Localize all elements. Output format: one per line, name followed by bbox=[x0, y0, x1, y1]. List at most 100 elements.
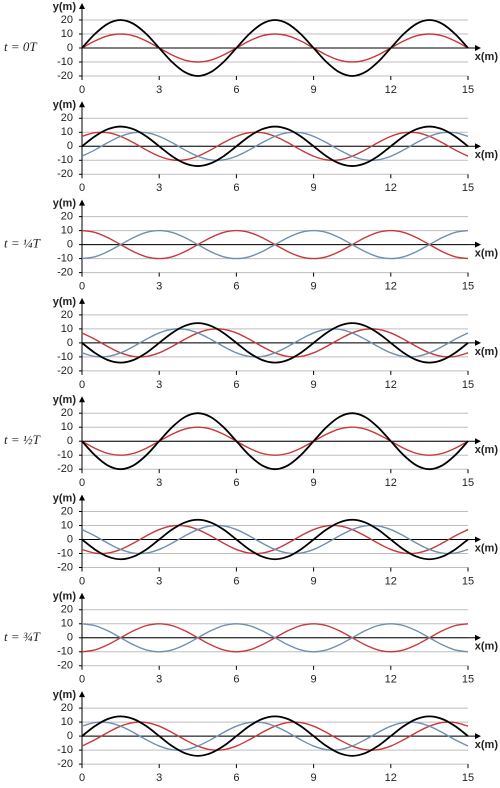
y-tick-label: 10 bbox=[61, 28, 73, 40]
x-tick-label: 0 bbox=[79, 772, 85, 784]
y-tick-label: 0 bbox=[67, 337, 73, 349]
y-axis-arrow bbox=[79, 691, 85, 698]
x-tick-label: 12 bbox=[385, 84, 397, 96]
x-tick-label: 12 bbox=[385, 281, 397, 293]
x-axis-title: x(m) bbox=[475, 346, 499, 358]
x-tick-label: 9 bbox=[311, 379, 317, 391]
y-axis-arrow bbox=[79, 199, 85, 206]
x-tick-label: 0 bbox=[79, 281, 85, 293]
y-tick-label: 10 bbox=[61, 225, 73, 237]
y-axis-title: y(m) bbox=[53, 99, 77, 111]
y-tick-label: -10 bbox=[57, 351, 73, 363]
x-axis-arrow bbox=[475, 45, 481, 51]
y-tick-label: 10 bbox=[61, 519, 73, 531]
x-tick-label: 6 bbox=[233, 575, 239, 587]
y-axis-arrow bbox=[79, 494, 85, 501]
y-tick-label: -10 bbox=[57, 154, 73, 166]
x-tick-label: 9 bbox=[311, 477, 317, 489]
x-tick-label: 9 bbox=[311, 575, 317, 587]
x-tick-label: 15 bbox=[462, 281, 474, 293]
wave-line bbox=[81, 322, 469, 364]
y-tick-label: 20 bbox=[61, 112, 73, 124]
x-tick-label: 3 bbox=[156, 379, 162, 391]
y-tick-label: 0 bbox=[67, 632, 73, 644]
wave-line bbox=[81, 19, 469, 77]
y-tick-label: -20 bbox=[57, 267, 73, 279]
time-label: t = ¾T bbox=[4, 629, 41, 644]
y-axis-title: y(m) bbox=[53, 492, 77, 504]
x-tick-label: 6 bbox=[233, 182, 239, 194]
x-axis-title: x(m) bbox=[475, 248, 499, 260]
x-tick-label: 0 bbox=[79, 379, 85, 391]
x-tick-label: 12 bbox=[385, 772, 397, 784]
wave-line bbox=[81, 518, 469, 561]
y-tick-label: 0 bbox=[67, 140, 73, 152]
y-tick-label: 10 bbox=[61, 421, 73, 433]
x-tick-label: 0 bbox=[79, 575, 85, 587]
y-tick-label: -20 bbox=[57, 561, 73, 573]
y-tick-label: 20 bbox=[61, 604, 73, 616]
y-axis-title: y(m) bbox=[53, 1, 77, 13]
x-tick-label: 12 bbox=[385, 379, 397, 391]
y-tick-label: 20 bbox=[61, 702, 73, 714]
x-tick-label: 9 bbox=[311, 84, 317, 96]
x-axis-arrow bbox=[475, 536, 481, 543]
wave-line bbox=[81, 715, 469, 757]
wave-line bbox=[81, 412, 469, 471]
x-axis-arrow bbox=[475, 339, 481, 346]
wave-line bbox=[81, 426, 469, 456]
y-tick-label: 0 bbox=[67, 730, 73, 742]
x-axis-title: x(m) bbox=[475, 641, 499, 653]
y-axis-arrow bbox=[79, 297, 85, 304]
x-tick-label: 6 bbox=[233, 84, 239, 96]
y-tick-label: 20 bbox=[61, 505, 73, 517]
y-axis-title: y(m) bbox=[53, 198, 77, 210]
x-axis-arrow bbox=[475, 241, 481, 248]
y-tick-label: 20 bbox=[61, 14, 73, 26]
x-tick-label: 0 bbox=[79, 674, 85, 686]
y-tick-label: -20 bbox=[57, 463, 73, 475]
wave-line bbox=[81, 328, 469, 358]
x-tick-label: 6 bbox=[233, 281, 239, 293]
x-tick-label: 15 bbox=[462, 575, 474, 587]
x-tick-label: 3 bbox=[156, 674, 162, 686]
x-tick-label: 3 bbox=[156, 281, 162, 293]
x-axis-arrow bbox=[475, 733, 481, 740]
y-tick-label: 20 bbox=[61, 309, 73, 321]
y-axis-arrow bbox=[79, 396, 85, 403]
x-tick-label: 15 bbox=[462, 182, 474, 194]
y-axis-title: y(m) bbox=[53, 591, 77, 603]
y-tick-label: 10 bbox=[61, 126, 73, 138]
y-tick-label: -10 bbox=[57, 56, 73, 68]
y-tick-label: 0 bbox=[67, 42, 73, 54]
y-tick-label: 20 bbox=[61, 407, 73, 419]
x-tick-label: 6 bbox=[233, 674, 239, 686]
x-tick-label: 12 bbox=[385, 477, 397, 489]
y-tick-label: -10 bbox=[57, 744, 73, 756]
x-tick-label: 12 bbox=[385, 674, 397, 686]
time-label: t = ½T bbox=[4, 432, 41, 447]
y-axis-arrow bbox=[79, 592, 85, 599]
y-tick-label: -20 bbox=[57, 70, 73, 82]
time-label: t = 0T bbox=[4, 39, 37, 54]
x-tick-label: 0 bbox=[79, 477, 85, 489]
y-axis-arrow bbox=[79, 101, 85, 108]
y-tick-label: -10 bbox=[57, 547, 73, 559]
x-tick-label: 3 bbox=[156, 477, 162, 489]
x-tick-label: 9 bbox=[311, 281, 317, 293]
x-tick-label: 6 bbox=[233, 772, 239, 784]
y-tick-label: 0 bbox=[67, 239, 73, 251]
wave-line bbox=[81, 524, 469, 555]
time-label: t = ¼T bbox=[4, 236, 41, 251]
wave-line bbox=[81, 721, 469, 751]
x-axis-arrow bbox=[475, 438, 481, 445]
x-tick-label: 12 bbox=[385, 182, 397, 194]
x-tick-label: 6 bbox=[233, 477, 239, 489]
y-tick-label: 10 bbox=[61, 716, 73, 728]
y-axis-arrow bbox=[79, 3, 85, 9]
y-axis-title: y(m) bbox=[53, 689, 77, 701]
wave-line bbox=[81, 33, 469, 63]
x-axis-title: x(m) bbox=[475, 542, 499, 554]
x-tick-label: 15 bbox=[462, 379, 474, 391]
y-tick-label: 20 bbox=[61, 211, 73, 223]
